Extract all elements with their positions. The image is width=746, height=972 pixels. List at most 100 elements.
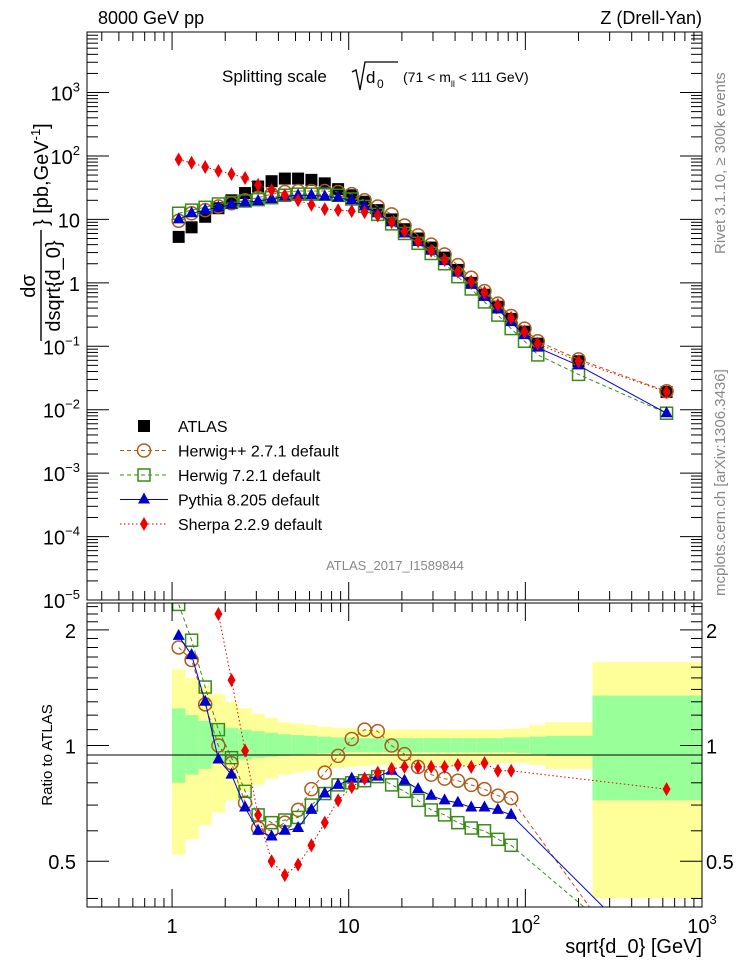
data-point (360, 771, 369, 786)
data-point (265, 175, 278, 188)
data-point (360, 205, 369, 220)
data-point (387, 215, 396, 230)
series-line (178, 190, 667, 392)
ratio-y-tick-label-right: 2 (706, 621, 717, 643)
data-point (491, 802, 504, 814)
data-point (507, 763, 516, 778)
data-point (398, 773, 411, 785)
main-y-tick-label: 10−3 (43, 460, 80, 486)
data-point (370, 723, 385, 739)
data-point (198, 680, 212, 694)
data-point (400, 224, 409, 239)
stat-uncertainty-band (463, 738, 477, 753)
data-point (252, 194, 265, 206)
stat-uncertainty-band (278, 734, 292, 756)
legend-label: Herwig++ 2.7.1 default (178, 444, 340, 461)
data-point (227, 166, 236, 181)
data-point (414, 234, 423, 249)
data-point (305, 802, 318, 814)
series-sherpa-2-2-9-default (174, 152, 671, 400)
data-point (305, 173, 318, 186)
data-point (437, 808, 452, 822)
x-tick-label: 102 (511, 912, 540, 938)
data-point (267, 183, 276, 198)
data-point (440, 759, 449, 774)
data-point (480, 756, 489, 771)
stat-uncertainty-band (592, 695, 702, 801)
data-point (477, 781, 492, 797)
stat-uncertainty-band (357, 738, 371, 753)
title-d-symbol: d (366, 68, 375, 87)
data-point (211, 722, 226, 737)
series-line (178, 604, 585, 907)
stat-uncertainty-band (251, 731, 265, 758)
data-point (373, 765, 382, 780)
data-point (265, 191, 278, 203)
data-point (384, 738, 399, 753)
series-herwig-7-2-1-default (171, 603, 585, 907)
data-point (267, 854, 276, 869)
data-point (199, 203, 212, 215)
data-point (252, 823, 265, 835)
data-point (345, 193, 358, 205)
data-point (290, 802, 306, 818)
data-point (493, 763, 502, 778)
data-point (358, 199, 371, 211)
data-point (493, 297, 502, 312)
ratio-y-tick-label-right: 0.5 (706, 852, 734, 874)
x-tick-labels: 1 10 102 103 (166, 912, 716, 938)
ratio-y-tick-label-right: 1 (706, 737, 717, 759)
data-point (211, 738, 226, 753)
data-point (477, 824, 492, 838)
data-point (427, 759, 436, 774)
ratio-y-tick-labels: 2 2 1 1 0.5 0.5 (48, 621, 734, 874)
ratio-series-layer (171, 603, 671, 907)
legend-marker (138, 420, 150, 432)
stat-uncertainty-band (545, 735, 593, 756)
data-point (574, 354, 583, 369)
data-point (332, 777, 345, 789)
data-point (427, 243, 436, 258)
data-point (184, 633, 199, 647)
data-point (254, 177, 263, 192)
data-point (440, 252, 449, 267)
data-point (0, 480, 12, 492)
legend-marker (137, 468, 151, 482)
title-d-subscript: 0 (377, 77, 384, 91)
data-point (174, 152, 183, 167)
data-point (294, 857, 303, 872)
data-point (305, 188, 318, 200)
data-point (280, 188, 289, 203)
stat-uncertainty-band (516, 737, 530, 754)
data-point (304, 781, 319, 797)
data-point (224, 750, 239, 765)
stat-uncertainty-band (490, 738, 504, 753)
data-point (185, 648, 198, 660)
data-point (320, 202, 329, 217)
stat-uncertainty-band (185, 715, 199, 775)
legend-item: Pythia 8.205 default (120, 492, 320, 510)
data-point (334, 793, 343, 808)
data-point (187, 155, 196, 170)
data-point (241, 170, 250, 185)
ratio-frame (86, 602, 703, 908)
data-point (505, 807, 518, 819)
main-y-tick-label: 10 (58, 210, 80, 232)
main-y-axis-label: dσ dsqrt{d_0} } [pb,GeV-1] (18, 123, 65, 341)
stat-uncertainty-band (529, 736, 546, 755)
data-point (347, 780, 356, 795)
stat-uncertainty-band (503, 737, 517, 753)
data-point (239, 800, 252, 812)
title-mass-range: (71 < mll < 111 GeV) (403, 69, 529, 89)
data-point (227, 673, 236, 688)
stat-uncertainty-band (172, 708, 186, 783)
data-point (0, 509, 12, 521)
main-y-tick-label: 10−5 (43, 587, 80, 613)
stat-uncertainty-band (304, 735, 318, 755)
data-point (320, 815, 329, 830)
data-point (292, 172, 305, 185)
data-point (438, 793, 451, 805)
data-point (214, 607, 223, 622)
data-point (347, 204, 356, 219)
